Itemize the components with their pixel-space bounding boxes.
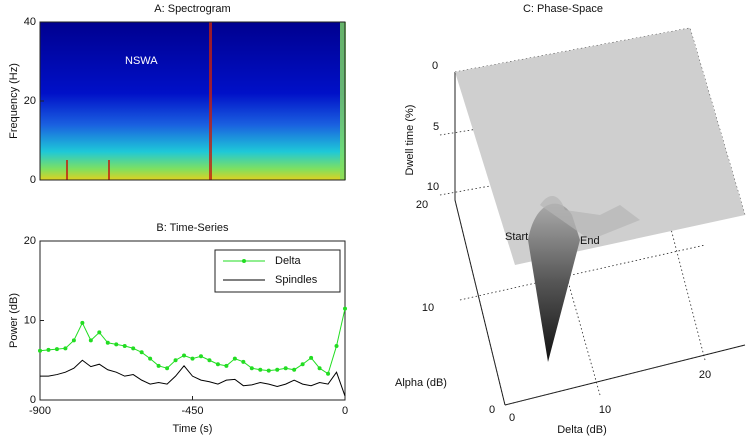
data-point [63,346,68,351]
axis-label: Frequency (Hz) [8,63,20,139]
series-line [40,359,346,397]
data-point [97,330,102,335]
x-tick-label: 20 [699,369,711,381]
axis [454,199,506,406]
y-tick-label: 0 [30,174,36,186]
axis-label: Delta (dB) [557,424,607,436]
panel-title: B: Time-Series [156,222,229,234]
data-point [54,347,59,352]
x-tick-label: 10 [599,404,611,416]
spectrogram-artifact [66,160,68,180]
data-point [300,362,305,367]
surface-plane [455,28,745,265]
z-tick-label: 5 [433,121,439,133]
spectrogram-artifact [209,22,212,180]
y-tick-label: 10 [422,302,434,314]
data-point [343,306,347,311]
annotation: End [580,235,600,247]
data-point [80,320,85,325]
data-point [292,367,297,372]
data-point [326,371,331,376]
data-point [38,348,42,353]
data-point [215,362,220,367]
x-tick-label: 0 [342,405,348,417]
spectrogram-artifact [108,160,110,180]
data-point [275,367,280,372]
surface-ridge [540,195,640,240]
data-point [105,340,110,345]
data-point [224,363,229,368]
data-point [88,338,93,343]
axis-label: Power (dB) [8,293,20,348]
data-point [317,366,322,371]
grid-frame [454,27,746,216]
data-point [207,358,212,363]
axis-label: Dwell time (%) [404,105,416,176]
data-point [46,347,51,352]
y-tick-label: 40 [24,16,36,28]
data-point [249,366,254,371]
x-tick-label: 0 [509,412,515,424]
grid-frame [459,244,706,301]
y-tick-label: 10 [24,314,36,326]
data-point [198,354,203,359]
surface-well [528,203,580,362]
data-point [122,343,127,348]
data-point [334,343,339,348]
label: A: Spectrogram [154,3,230,15]
annotation: Start [505,231,528,243]
y-tick-label: 20 [416,199,428,211]
axis [504,344,746,406]
panel-c-decor [439,27,746,406]
legend-marker [242,259,246,263]
x-tick-label: -900 [29,405,51,417]
z-tick-label: 10 [427,181,439,193]
legend-label: Delta [275,255,302,267]
legend [214,249,341,293]
z-tick-label: 0 [432,60,438,72]
data-point [173,358,178,363]
data-point [232,356,237,361]
annotation: NSWA [125,55,158,67]
y-tick-label: 20 [24,95,36,107]
data-point [71,338,76,343]
data-point [131,346,136,351]
panel-title: C: Phase-Space [523,3,603,15]
y-tick-label: 0 [489,404,495,416]
data-point [241,359,246,364]
axis-label: Time (s) [173,423,213,435]
data-point [139,350,144,355]
grid-frame [669,224,706,361]
data-point [114,342,119,347]
data-point [309,355,314,360]
legend-label: Spindles [275,274,318,286]
data-point [283,366,288,371]
x-tick-label: -450 [181,405,203,417]
data-point [182,353,187,358]
spectrogram-image [40,22,345,180]
spectrogram-artifact [340,22,346,180]
series-line [39,308,346,375]
data-point [148,356,153,361]
data-point [258,367,263,372]
y-tick-label: 20 [24,235,36,247]
data-point [190,356,195,361]
data-point [156,363,161,368]
data-point [165,366,170,371]
axis-label: Alpha (dB) [395,377,447,389]
data-point [266,368,271,373]
y-tick-label: 0 [30,394,36,406]
